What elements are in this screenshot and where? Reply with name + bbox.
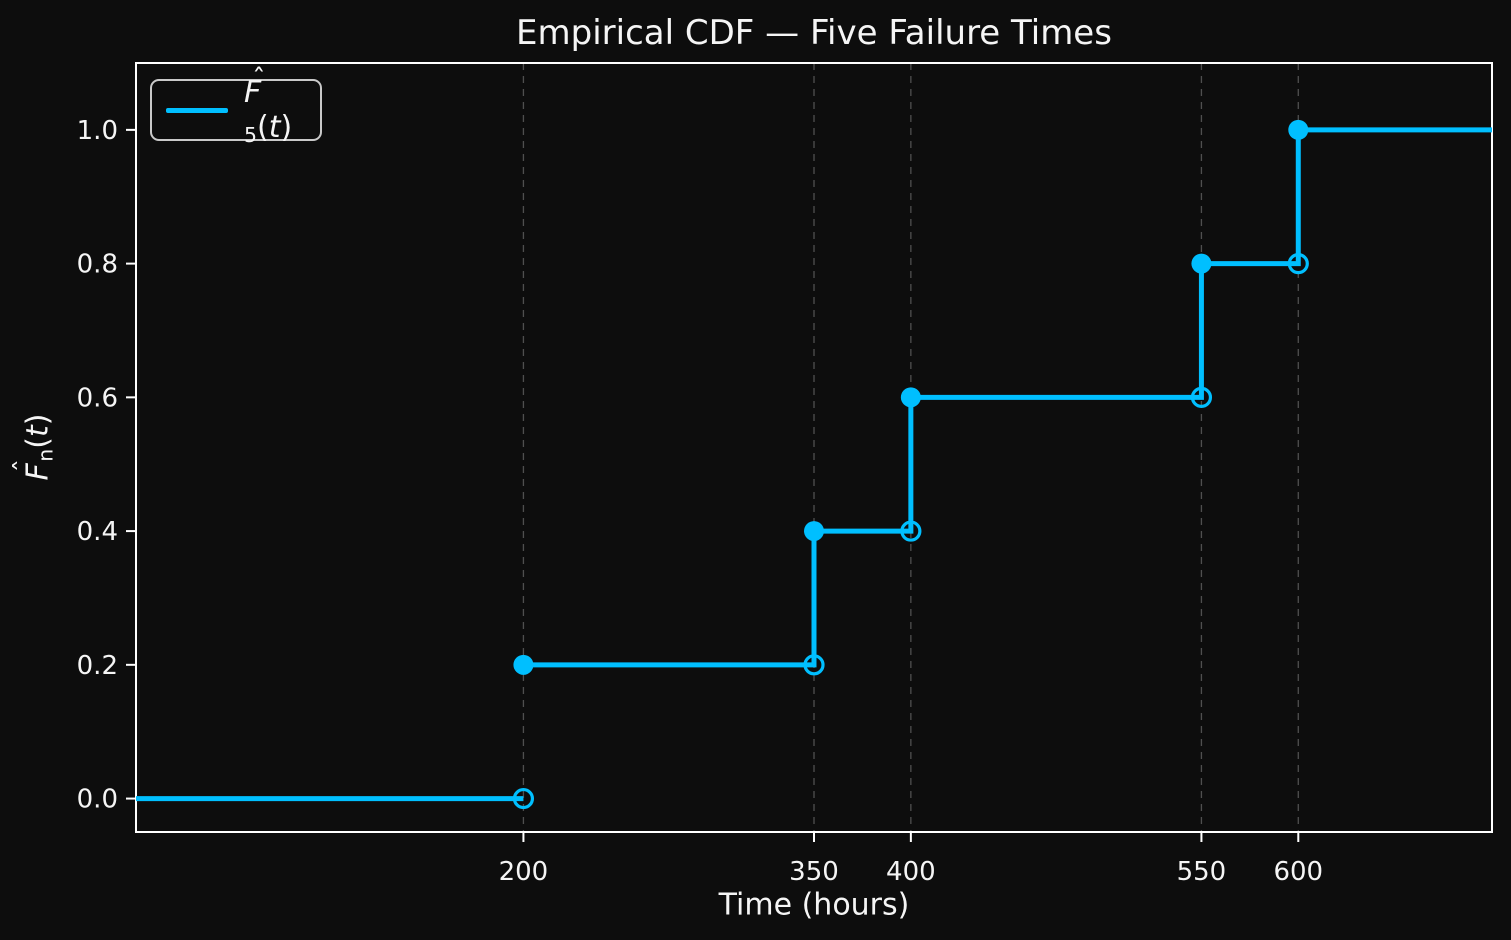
open-marker (900, 520, 922, 542)
filled-marker (1288, 119, 1309, 140)
filled-marker (513, 654, 534, 675)
open-marker (1190, 386, 1213, 408)
open-marker (512, 787, 535, 810)
open-marker (803, 654, 825, 676)
y-axis-label: ˆ Fn(t) (9, 413, 58, 481)
y-tick-label: 0.0 (77, 785, 118, 815)
y-tick-label: 0.8 (77, 250, 118, 280)
y-tick-label: 0.2 (77, 651, 118, 681)
legend-line-swatch (166, 107, 228, 113)
y-tick-label: 0.6 (77, 383, 118, 413)
filled-marker (804, 521, 824, 542)
ecdf-step-line (523, 127, 1492, 668)
x-tick-label: 200 (499, 857, 549, 887)
x-tick-label: 600 (1273, 857, 1323, 887)
y-tick-label: 0.4 (77, 517, 118, 547)
filled-marker (900, 387, 921, 408)
x-tick-label: 400 (886, 857, 936, 887)
filled-marker (1191, 253, 1212, 274)
x-tick-label: 350 (789, 857, 839, 887)
chart-title: Empirical CDF — Five Failure Times (516, 13, 1112, 53)
legend: ˆ F5(t) (150, 64, 322, 147)
x-axis-label: Time (hours) (718, 887, 910, 923)
y-tick-label: 1.0 (77, 116, 118, 146)
open-marker (1287, 253, 1309, 275)
x-tick-label: 550 (1177, 857, 1227, 887)
legend-label: ˆ F5(t) (244, 63, 293, 148)
